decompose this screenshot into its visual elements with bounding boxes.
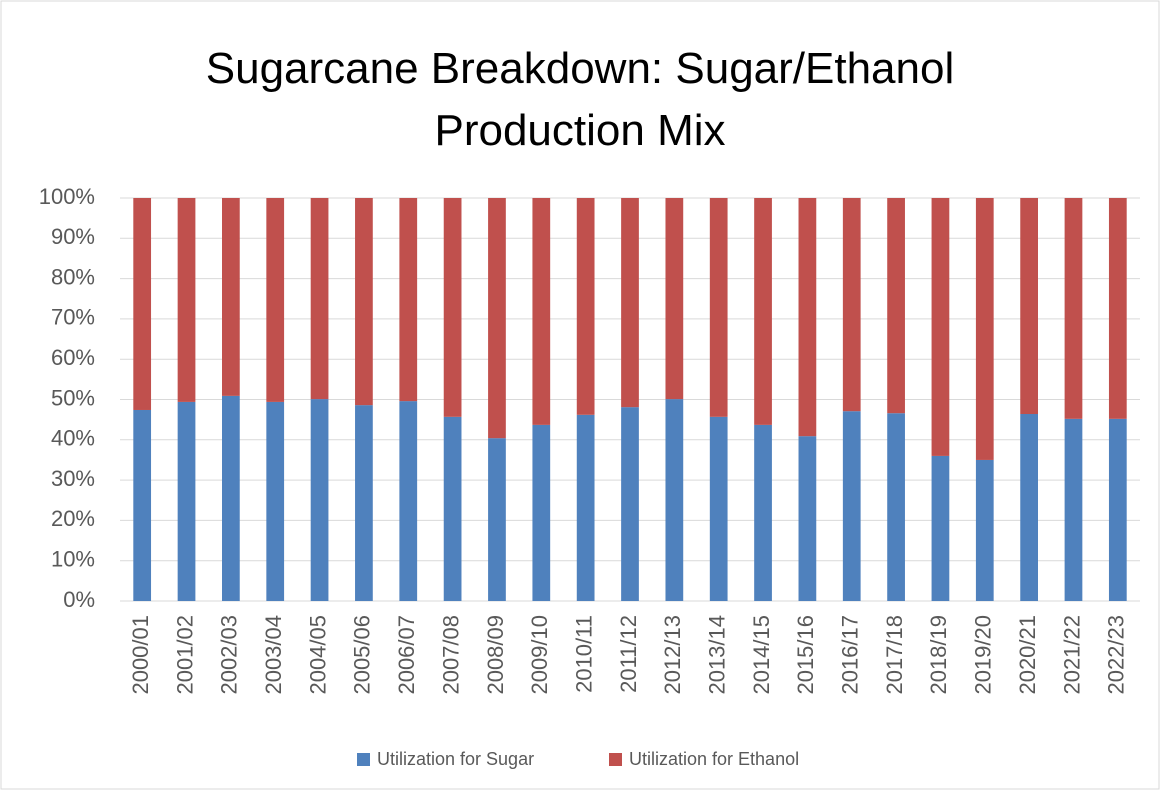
y-tick-label: 80%: [51, 264, 95, 289]
bar-segment: [222, 198, 240, 396]
bar-segment: [266, 401, 285, 601]
bar-segment: [133, 198, 152, 410]
bar-segment: [1108, 418, 1127, 601]
bar-segment: [975, 459, 994, 601]
y-tick-label: 100%: [39, 184, 95, 209]
legend-label: Utilization for Ethanol: [629, 749, 799, 769]
bar-segment: [798, 198, 817, 437]
bar-segment: [355, 405, 373, 601]
x-tick-label: 2015/16: [793, 615, 818, 695]
y-tick-label: 40%: [51, 426, 95, 451]
x-tick-label: 2012/13: [660, 615, 685, 695]
bar-segment: [709, 198, 728, 417]
bar-segment: [355, 198, 373, 406]
x-tick-label: 2003/04: [261, 615, 286, 695]
bar-segment: [665, 399, 684, 601]
bar-segment: [532, 424, 551, 601]
x-tick-label: 2017/18: [882, 615, 907, 695]
bar-segment: [576, 414, 595, 601]
x-tick-label: 2001/02: [172, 615, 197, 695]
y-tick-label: 50%: [51, 385, 95, 410]
bar-segment: [621, 407, 639, 601]
bar-segment: [754, 198, 772, 425]
bar-segment: [222, 395, 240, 601]
x-tick-label: 2010/11: [571, 615, 596, 693]
x-tick-label: 2011/12: [616, 615, 641, 693]
x-tick-label: 2020/21: [1015, 615, 1040, 695]
bar-segment: [576, 198, 595, 415]
x-tick-label: 2005/06: [350, 615, 375, 695]
bar-segment: [754, 424, 772, 601]
bar-segment: [399, 401, 418, 601]
x-tick-label: 2009/10: [527, 615, 552, 695]
y-tick-label: 60%: [51, 345, 95, 370]
legend-swatch: [357, 753, 370, 766]
bar-segment: [532, 198, 551, 425]
y-tick-label: 70%: [51, 305, 95, 330]
bar-segment: [133, 409, 152, 601]
y-tick-label: 30%: [51, 466, 95, 491]
x-tick-label: 2004/05: [305, 615, 330, 695]
bar-segment: [488, 438, 506, 601]
legend-swatch: [609, 753, 622, 766]
bar-segment: [975, 198, 994, 460]
chart-title: Sugarcane Breakdown: Sugar/Ethanol Produ…: [205, 44, 955, 155]
x-tick-label: 2019/20: [971, 615, 996, 695]
bar-segment: [1064, 418, 1083, 601]
bar-segment: [1108, 198, 1127, 419]
bar-segment: [709, 416, 728, 601]
bar-segment: [798, 436, 817, 601]
bar-segment: [887, 413, 905, 601]
bar-segment: [931, 455, 950, 601]
x-tick-label: 2016/17: [838, 615, 863, 695]
x-tick-label: 2002/03: [217, 615, 242, 695]
x-tick-label: 2007/08: [438, 615, 463, 695]
x-tick-label: 2013/14: [705, 615, 730, 695]
legend-label: Utilization for Sugar: [377, 749, 534, 769]
bar-segment: [842, 411, 861, 601]
x-tick-label: 2006/07: [394, 615, 419, 695]
bar-segment: [1064, 198, 1083, 419]
x-tick-label: 2022/23: [1104, 615, 1129, 695]
y-tick-label: 10%: [51, 547, 95, 572]
x-tick-label: 2000/01: [128, 615, 153, 695]
x-tick-label: 2018/19: [926, 615, 951, 695]
x-tick-label: 2014/15: [749, 615, 774, 695]
x-tick-label: 2008/09: [483, 615, 508, 695]
bar-segment: [931, 198, 950, 456]
bar-segment: [1020, 414, 1038, 601]
bar-segment: [1020, 198, 1038, 415]
bar-segment: [177, 401, 196, 601]
bar-segment: [887, 198, 905, 414]
bar-segment: [665, 198, 684, 400]
bar-segment: [399, 198, 418, 402]
bar-segment: [310, 198, 329, 400]
x-tick-label: 2021/22: [1059, 615, 1084, 695]
bar-segment: [443, 416, 462, 601]
bar-segment: [310, 399, 329, 601]
y-tick-label: 0%: [63, 587, 95, 612]
bar-segment: [488, 198, 506, 439]
bar-segment: [266, 198, 285, 402]
bar-segment: [443, 198, 462, 417]
bar-segment: [842, 198, 861, 412]
bar-segment: [177, 198, 196, 402]
y-tick-label: 90%: [51, 224, 95, 249]
y-tick-label: 20%: [51, 506, 95, 531]
bar-segment: [621, 198, 639, 408]
